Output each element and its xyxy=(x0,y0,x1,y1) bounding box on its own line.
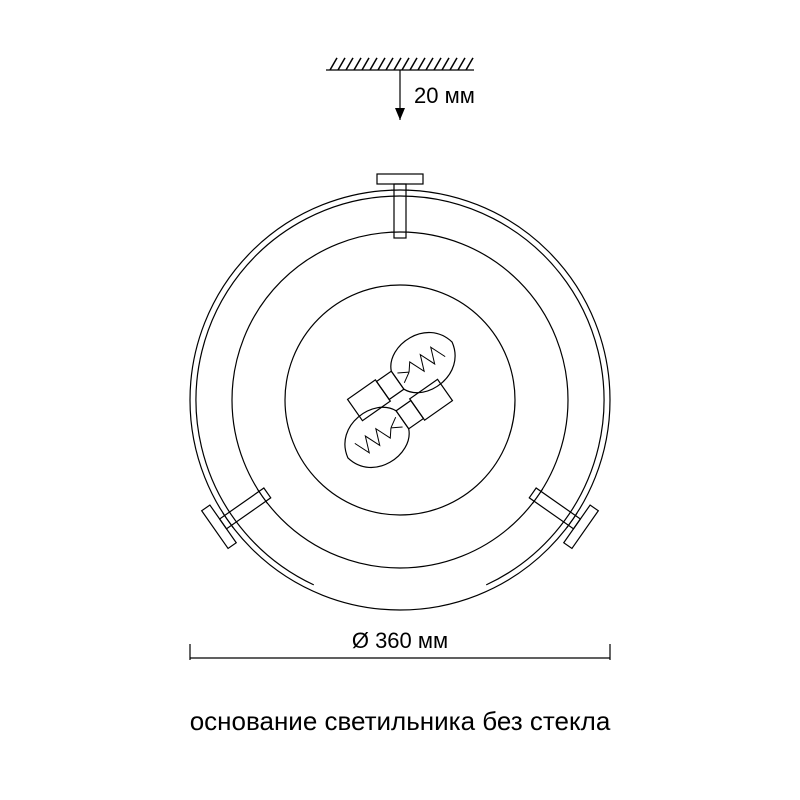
ceiling-hatch xyxy=(370,58,377,70)
ceiling-hatch xyxy=(346,58,353,70)
ceiling-hatch xyxy=(458,58,465,70)
ceiling-hatch xyxy=(394,58,401,70)
caption-text: основание светильника без стекла xyxy=(190,706,611,736)
ceiling-hatch xyxy=(450,58,457,70)
clip-head xyxy=(377,174,423,184)
mid-circle xyxy=(232,232,568,568)
ceiling-hatch xyxy=(442,58,449,70)
clip xyxy=(377,174,423,238)
drop-dimension-label: 20 мм xyxy=(414,83,475,108)
arrowhead-icon xyxy=(395,108,405,120)
diameter-label: Ø 360 мм xyxy=(352,628,448,653)
ceiling-hatch xyxy=(386,58,393,70)
ceiling-hatch xyxy=(434,58,441,70)
inner-circle xyxy=(285,285,515,515)
ceiling-hatch xyxy=(418,58,425,70)
ceiling-hatch xyxy=(378,58,385,70)
ceiling-hatch xyxy=(338,58,345,70)
ceiling-hatch xyxy=(466,58,473,70)
ceiling-hatch xyxy=(410,58,417,70)
ring-arc xyxy=(196,196,604,585)
ceiling-hatch xyxy=(426,58,433,70)
technical-diagram: 20 мм Ø 360 мм основание светильника без с… xyxy=(0,0,800,800)
bulb-icon xyxy=(339,319,468,433)
ceiling-hatch xyxy=(402,58,409,70)
ceiling-hatch xyxy=(362,58,369,70)
clip-stem xyxy=(394,184,406,238)
ceiling-hatch xyxy=(330,58,337,70)
bulb-icon xyxy=(332,367,461,481)
ceiling-hatch xyxy=(354,58,361,70)
outer-circle xyxy=(190,190,610,610)
